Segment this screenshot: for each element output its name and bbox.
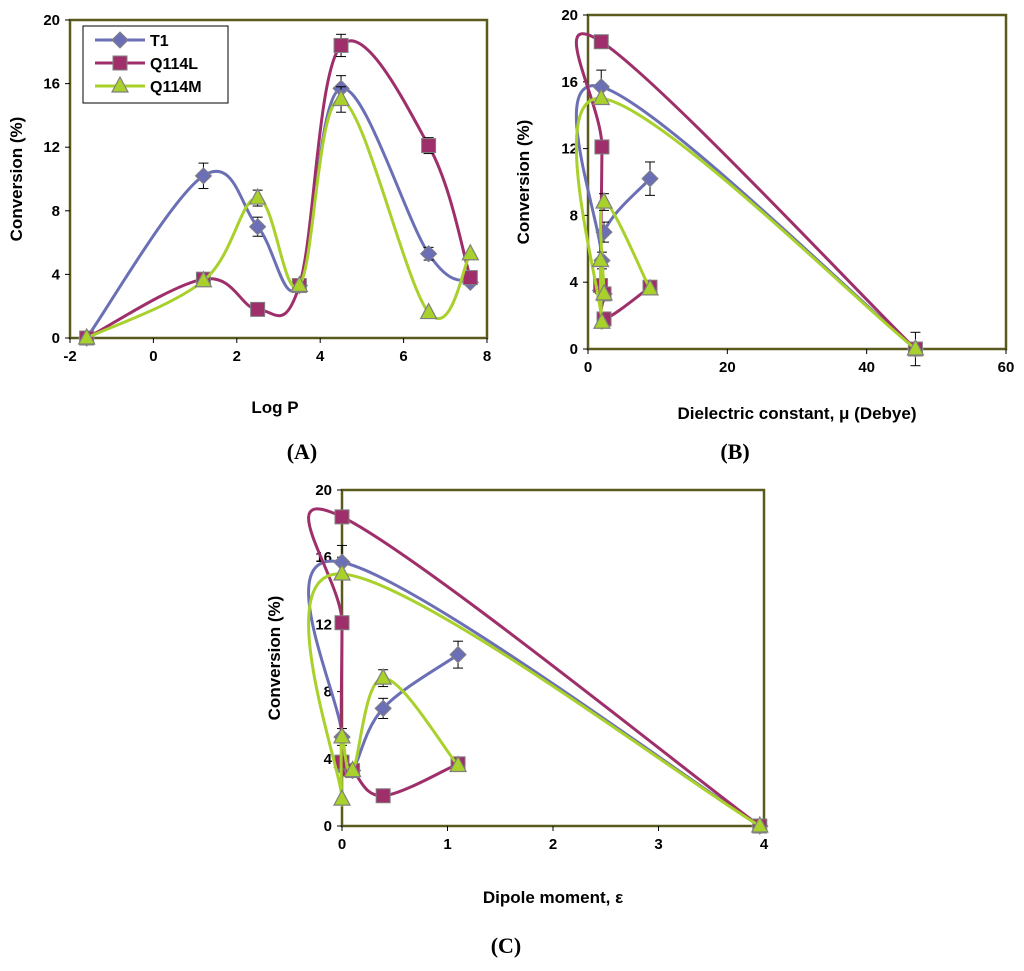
point-q114l-2 — [334, 615, 350, 631]
point-q114m-4 — [332, 89, 351, 107]
x-tick-label: 0 — [149, 348, 157, 365]
x-tick-label: 2 — [549, 836, 557, 853]
point-q114l-5 — [375, 788, 391, 804]
point-q114m-3 — [290, 275, 309, 293]
plot-area-frame — [340, 488, 766, 828]
series-q114m — [307, 563, 769, 833]
point-q114m-0 — [906, 338, 925, 356]
y-tick-label: 0 — [52, 330, 60, 347]
x-tick-label: 60 — [998, 359, 1015, 376]
point-q114m-2 — [592, 312, 611, 329]
x-tick-label: 40 — [858, 359, 875, 376]
point-q114m-2 — [248, 187, 267, 205]
panel-label: (C) — [491, 933, 522, 958]
point-legend-q114l-0 — [112, 55, 128, 71]
y-tick-label: 12 — [561, 141, 578, 158]
legend-label-q114l: Q114L — [150, 56, 198, 73]
point-legend-t1-0 — [111, 31, 129, 49]
x-tick-label: 0 — [584, 359, 592, 376]
point-q114m-1 — [333, 563, 351, 581]
x-axis-label: Dielectric constant, μ (Debye) — [677, 404, 916, 423]
point-q114m-6 — [461, 243, 480, 261]
point-t1-6 — [641, 169, 659, 188]
point-t1-1 — [194, 167, 213, 185]
point-q114m-5 — [374, 667, 393, 685]
y-tick-label: 16 — [43, 76, 60, 93]
point-q114m-1 — [194, 270, 213, 288]
x-tick-label: 3 — [654, 836, 662, 853]
point-q114l-4 — [333, 37, 349, 53]
x-tick-label: -2 — [63, 348, 76, 365]
y-tick-label: 4 — [570, 274, 579, 291]
series-q114m — [574, 88, 925, 356]
y-tick-label: 8 — [324, 684, 332, 701]
y-tick-label: 20 — [43, 12, 60, 29]
legend: T1 Q114L Q114M — [82, 25, 229, 104]
y-tick-label: 4 — [52, 266, 61, 283]
point-q114m-6 — [641, 278, 660, 296]
y-tick-label: 12 — [315, 616, 332, 633]
x-tick-label: 20 — [719, 359, 736, 376]
point-q114l-6 — [462, 270, 478, 286]
point-q114m-4 — [343, 760, 362, 778]
point-q114m-0 — [750, 815, 769, 833]
x-tick-label: 1 — [443, 836, 451, 853]
point-q114m-3 — [333, 726, 351, 744]
panel-label: (B) — [720, 439, 749, 464]
point-q114l-2 — [250, 301, 266, 317]
chart-panel-2: 0 4 8 12 16 20 0 20 40 60 Dielectric constant, μ (… — [514, 7, 1014, 464]
x-tick-label: 6 — [399, 348, 407, 365]
y-tick-label: 20 — [315, 482, 332, 499]
y-tick-label: 8 — [52, 203, 60, 220]
x-tick-label: 4 — [760, 836, 769, 853]
point-q114m-1 — [592, 88, 611, 106]
x-axis-label: Log P — [251, 398, 298, 417]
point-q114m-5 — [419, 302, 438, 320]
series-q114m — [77, 86, 480, 345]
y-tick-label: 8 — [570, 207, 578, 224]
point-q114m-3 — [591, 250, 610, 268]
panel-label: (A) — [287, 439, 318, 464]
y-axis-label: Conversion (%) — [7, 117, 26, 242]
point-legend-q114m-0 — [111, 75, 129, 93]
point-q114l-1 — [593, 34, 609, 50]
point-q114m-5 — [595, 191, 614, 209]
point-q114m-6 — [449, 755, 468, 773]
y-tick-label: 0 — [570, 341, 578, 358]
point-q114l-2 — [594, 139, 610, 155]
x-tick-label: 8 — [483, 348, 491, 365]
x-axis-label: Dipole moment, ε — [483, 888, 623, 907]
legend-label-t1: T1 — [150, 33, 169, 50]
point-q114m-0 — [77, 327, 96, 345]
point-t1-5 — [374, 699, 392, 718]
y-axis-label: Conversion (%) — [514, 120, 533, 245]
y-tick-label: 4 — [324, 751, 333, 768]
legend-label-q114m: Q114M — [150, 79, 202, 96]
y-tick-label: 16 — [561, 74, 578, 91]
point-q114l-1 — [334, 509, 350, 525]
x-tick-label: 0 — [338, 836, 346, 853]
y-tick-label: 0 — [324, 818, 332, 835]
point-t1-2 — [248, 217, 267, 236]
x-tick-label: 4 — [316, 348, 325, 365]
point-t1-5 — [419, 245, 438, 263]
y-tick-label: 12 — [43, 139, 60, 156]
y-tick-label: 20 — [561, 7, 578, 24]
point-q114m-4 — [595, 283, 614, 301]
y-axis-label: Conversion (%) — [265, 596, 284, 721]
point-q114m-2 — [333, 788, 351, 806]
point-t1-6 — [449, 645, 467, 664]
point-q114l-5 — [421, 138, 437, 154]
x-tick-label: 2 — [233, 348, 241, 365]
